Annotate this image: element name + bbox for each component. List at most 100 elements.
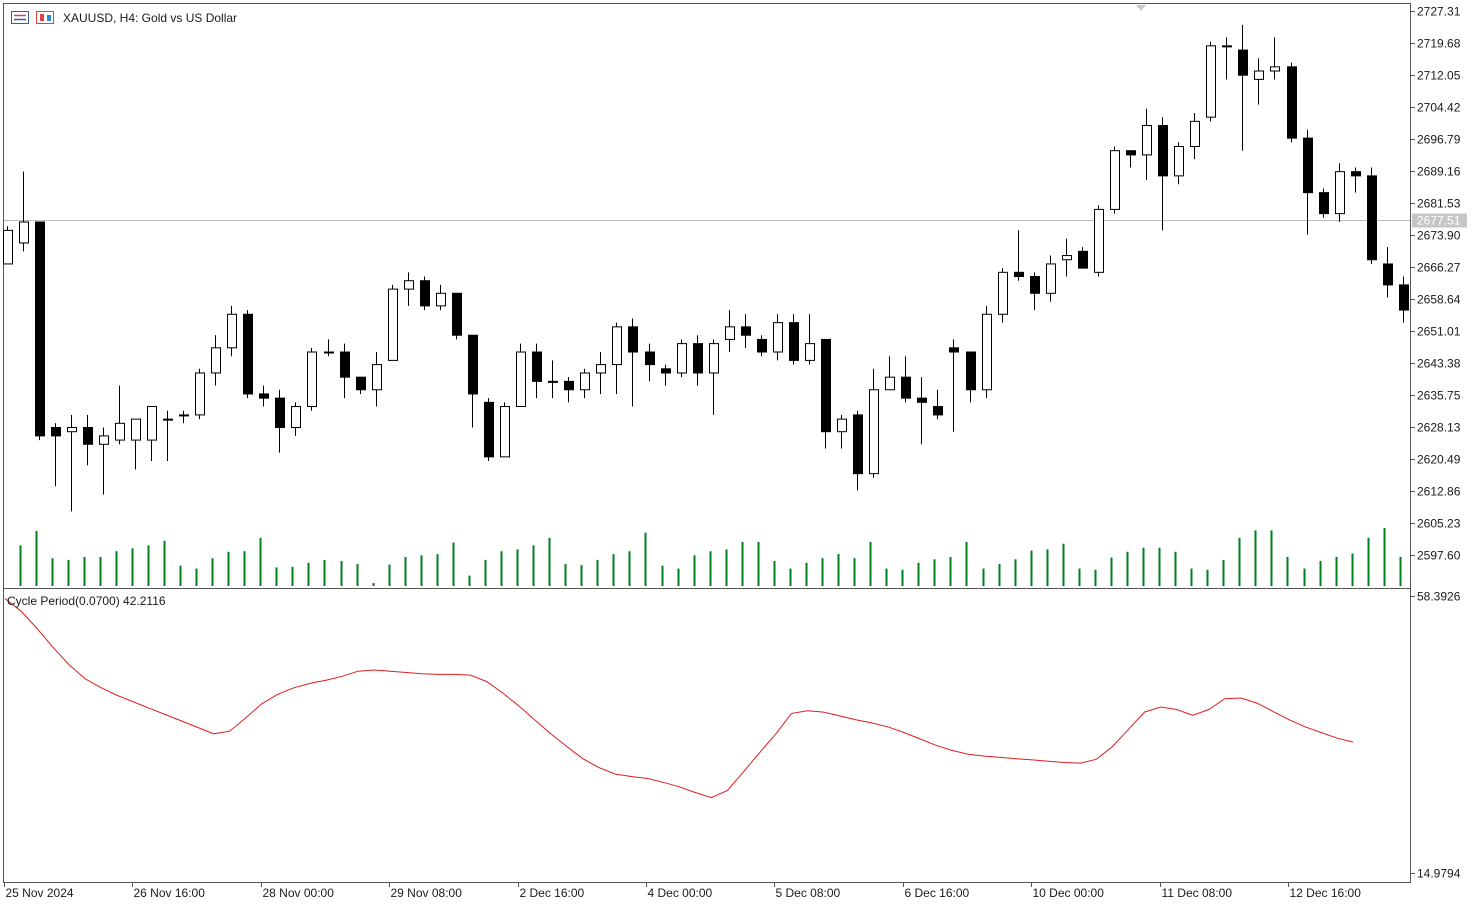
candle-body: [532, 351, 542, 382]
candle: [998, 268, 1008, 323]
time-axis[interactable]: 25 Nov 2024 26 Nov 16:00 28 Nov 00:00 29 No…: [4, 882, 1362, 900]
candle-body: [372, 364, 382, 391]
candle-body: [436, 292, 446, 307]
candle-body: [307, 351, 317, 408]
candle: [1206, 41, 1216, 122]
chart-type-icon[interactable]: [36, 11, 54, 24]
candle: [966, 351, 976, 403]
candle: [227, 305, 237, 357]
chart-window-icon[interactable]: [11, 11, 29, 24]
time-axis-label: 5 Dec 08:00: [776, 886, 841, 900]
candle: [709, 339, 719, 415]
candle: [131, 418, 141, 470]
candle: [1062, 238, 1072, 277]
candle: [19, 171, 29, 252]
candle-body: [452, 292, 462, 336]
candle-body: [356, 376, 366, 391]
candle-body: [275, 397, 285, 429]
candle-body: [1383, 263, 1393, 286]
current-price-label: [1412, 213, 1467, 228]
candle: [468, 334, 478, 428]
time-axis-label: 26 Nov 16:00: [134, 886, 206, 900]
candle-body: [1287, 66, 1297, 139]
candle: [821, 338, 831, 449]
candle: [436, 284, 446, 311]
price-axis[interactable]: 2727.31 2719.68 2712.05 2704.42 2696.79 2689.…: [1411, 5, 1461, 563]
candle: [1383, 247, 1393, 298]
candle: [1270, 37, 1280, 80]
candle-body: [628, 326, 638, 353]
candle-body: [725, 326, 735, 340]
candle: [596, 352, 606, 394]
candle: [1142, 108, 1152, 181]
candle-body: [1030, 276, 1040, 294]
candle-body: [580, 372, 590, 391]
candle: [67, 414, 77, 512]
candle: [933, 389, 943, 420]
candle: [917, 377, 927, 445]
candle-body: [291, 406, 301, 429]
candle: [243, 310, 253, 399]
candle: [420, 276, 430, 311]
candle-body: [51, 427, 61, 437]
candle: [211, 335, 221, 386]
chart-shift-marker-icon[interactable]: [1136, 5, 1146, 11]
candle-body: [821, 338, 831, 433]
candle: [1351, 167, 1361, 193]
price-axis-label: 2643.38: [1417, 357, 1461, 371]
candle-body: [1206, 45, 1216, 118]
candle-body: [404, 280, 414, 290]
candle: [3, 226, 13, 265]
candle-body: [709, 343, 719, 374]
candle: [725, 310, 735, 353]
current-price-value: 2677.51: [1417, 214, 1461, 228]
candle: [885, 356, 895, 391]
candle-body: [805, 343, 815, 361]
time-axis-label: 12 Dec 16:00: [1290, 886, 1362, 900]
candle: [1367, 167, 1377, 264]
candle-body: [500, 406, 510, 458]
candle: [548, 360, 558, 399]
candle: [179, 410, 189, 424]
candle-body: [837, 418, 847, 433]
candle-body: [324, 351, 334, 354]
candle: [452, 292, 462, 340]
candle-body: [1270, 66, 1280, 72]
candle-body: [741, 326, 751, 336]
candle: [869, 368, 879, 478]
candle: [99, 427, 109, 495]
candle: [115, 385, 125, 445]
candle: [1287, 62, 1297, 143]
candle: [1238, 24, 1248, 151]
candle-body: [3, 229, 13, 265]
candle-body: [548, 380, 558, 383]
candle-body: [484, 401, 494, 458]
candle-body: [163, 418, 173, 421]
chart-frame: [3, 3, 1411, 883]
price-axis-label: 2620.49: [1417, 453, 1461, 467]
price-axis-label: 2605.23: [1417, 517, 1461, 531]
candle-body: [147, 406, 157, 441]
candle-body: [853, 414, 863, 475]
price-axis-label: 2689.16: [1417, 165, 1461, 179]
time-axis-label: 11 Dec 08:00: [1162, 886, 1233, 900]
candle: [901, 356, 911, 403]
candle: [35, 221, 45, 441]
time-axis-label: 2 Dec 16:00: [520, 886, 585, 900]
candle: [1078, 247, 1088, 269]
price-axis-label: 2704.42: [1417, 101, 1461, 115]
candle-body: [227, 313, 237, 349]
candle: [757, 335, 767, 357]
candle-body: [917, 397, 927, 403]
price-axis-label: 2658.64: [1417, 293, 1461, 307]
candle-body: [1399, 284, 1409, 311]
candle-body: [115, 422, 125, 441]
candle-body: [1014, 271, 1024, 278]
candle: [773, 314, 783, 361]
candle: [789, 314, 799, 365]
candle-body: [1319, 192, 1329, 215]
candle: [805, 314, 815, 365]
candle: [1335, 163, 1345, 222]
candle: [83, 414, 93, 466]
